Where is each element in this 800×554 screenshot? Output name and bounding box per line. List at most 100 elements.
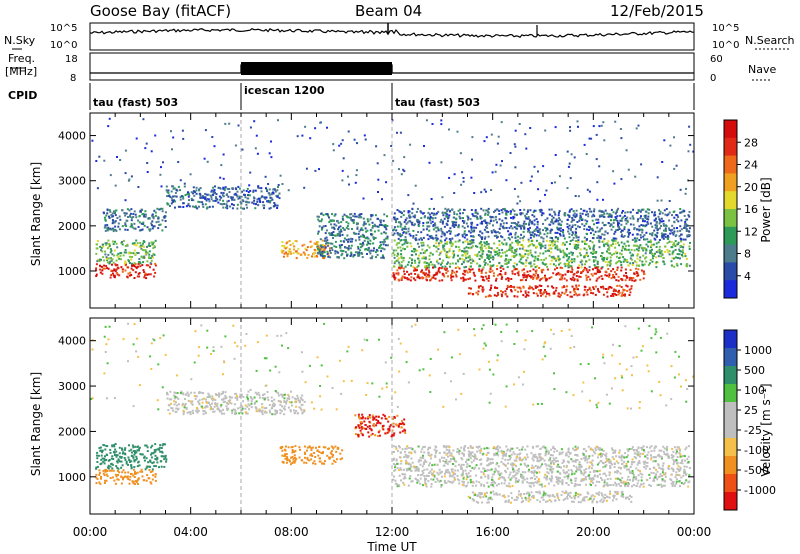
- echo-cell: [552, 222, 555, 225]
- echo-cell: [645, 260, 648, 263]
- echo-cell: [565, 288, 568, 291]
- echo-cell: [495, 277, 498, 280]
- echo-cell: [314, 456, 317, 458]
- echo-cell: [210, 196, 213, 199]
- echo-cell: [349, 240, 352, 243]
- echo-cell: [166, 195, 169, 198]
- echo-cell: [354, 215, 357, 218]
- echo-cell: [372, 225, 374, 228]
- echo-cell: [408, 216, 411, 219]
- echo-cell: [231, 187, 234, 190]
- echo-cell: [104, 224, 107, 227]
- echo-cell: [568, 252, 571, 255]
- echo-cell: [609, 460, 612, 463]
- echo-cell: [512, 265, 515, 268]
- echo-cell: [620, 264, 623, 266]
- echo-cell: [522, 222, 525, 225]
- echo-cell: [396, 209, 399, 211]
- echo-cell: [293, 397, 296, 400]
- echo-cell: [492, 258, 495, 261]
- echo-cell: [104, 455, 106, 458]
- echo-cell: [561, 479, 564, 482]
- echo-cell: [575, 243, 578, 246]
- echo-cell: [453, 213, 456, 215]
- echo-cell: [679, 245, 682, 247]
- echo-cell: [644, 210, 647, 213]
- echo-cell: [617, 279, 620, 282]
- echo-cell: [643, 214, 646, 217]
- echo-cell: [680, 238, 683, 241]
- echo-cell: [619, 252, 622, 255]
- echo-cell-scatter: [319, 121, 322, 124]
- echo-cell: [622, 236, 625, 238]
- echo-cell: [643, 238, 645, 241]
- echo-cell: [475, 458, 478, 460]
- echo-cell: [626, 285, 629, 288]
- echo-cell: [220, 196, 223, 199]
- echo-cell: [208, 394, 211, 397]
- echo-cell: [599, 228, 602, 231]
- echo-cell: [639, 234, 642, 236]
- echo-cell: [396, 217, 399, 220]
- echo-cell: [433, 207, 435, 210]
- echo-cell-scatter: [130, 175, 133, 178]
- echo-cell: [636, 254, 639, 257]
- echo-cell: [261, 396, 264, 399]
- echo-cell: [130, 460, 133, 463]
- echo-cell: [687, 214, 690, 217]
- echo-cell: [252, 191, 255, 193]
- echo-cell: [330, 453, 333, 456]
- echo-cell-scatter: [146, 171, 149, 173]
- echo-cell: [411, 250, 413, 253]
- echo-cell: [134, 458, 137, 461]
- echo-cell: [616, 261, 619, 264]
- echo-cell: [407, 446, 410, 449]
- echo-cell-scatter: [240, 202, 243, 205]
- echo-cell: [677, 220, 680, 223]
- echo-cell: [463, 233, 466, 236]
- echo-cell: [172, 409, 174, 412]
- echo-cell: [403, 428, 406, 431]
- echo-cell: [626, 219, 629, 222]
- echo-cell: [469, 277, 471, 280]
- echo-cell: [182, 195, 185, 198]
- echo-cell: [98, 481, 101, 484]
- echo-cell: [533, 215, 536, 218]
- echo-cell: [519, 279, 522, 282]
- echo-cell: [187, 394, 190, 397]
- echo-cell: [144, 249, 147, 252]
- echo-cell: [603, 245, 606, 248]
- echo-cell: [273, 405, 276, 408]
- echo-cell: [331, 219, 334, 222]
- echo-cell: [595, 251, 598, 253]
- echo-cell: [429, 219, 432, 222]
- echo-cell: [451, 272, 453, 275]
- echo-cell-scatter: [219, 176, 222, 179]
- echo-cell: [285, 242, 288, 245]
- echo-cell: [592, 288, 595, 290]
- echo-cell: [383, 238, 386, 241]
- echo-cell: [233, 403, 236, 406]
- echo-cell: [145, 273, 148, 276]
- echo-cell: [406, 263, 409, 266]
- echo-cell: [321, 452, 324, 455]
- echo-cell: [432, 228, 435, 231]
- echo-cell: [349, 247, 352, 250]
- echo-cell: [487, 277, 490, 280]
- echo-cell: [511, 208, 514, 211]
- echo-cell: [141, 228, 144, 231]
- echo-cell: [309, 240, 312, 243]
- echo-cell: [306, 256, 309, 259]
- echo-cell: [595, 272, 598, 275]
- echo-cell: [627, 235, 630, 238]
- echo-cell: [425, 228, 428, 231]
- echo-cell: [451, 208, 454, 211]
- echo-cell: [535, 445, 538, 448]
- echo-cell: [675, 218, 678, 221]
- echo-cell: [151, 470, 154, 473]
- echo-cell: [688, 235, 691, 238]
- echo-cell: [123, 457, 126, 459]
- echo-cell: [630, 248, 633, 251]
- echo-cell: [128, 459, 131, 461]
- echo-cell: [154, 450, 157, 453]
